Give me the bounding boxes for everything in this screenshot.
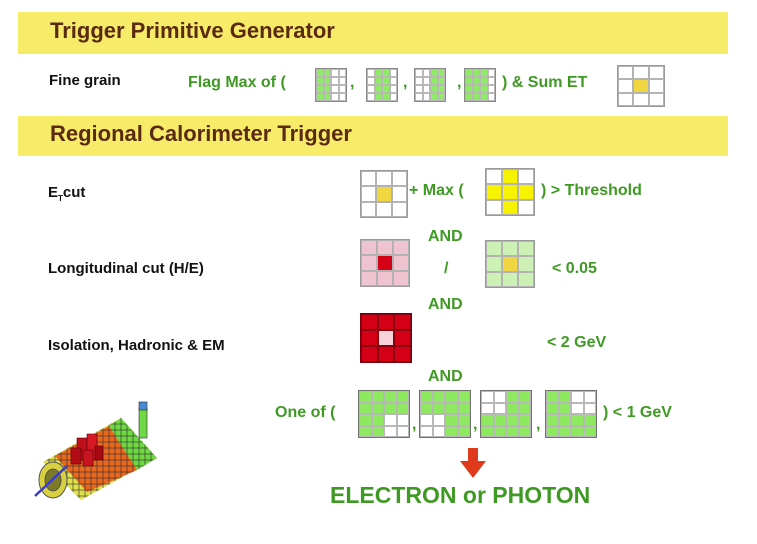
one-of-comma-2: , [473,416,478,433]
tpg-banner [18,12,728,54]
down-arrow-icon [460,448,486,478]
isolation-grid [360,313,412,363]
isolation-limit: < 2 GeV [547,334,607,351]
et-cut-subscript: T [58,194,63,203]
and-1: AND [428,228,463,245]
comma-2: , [403,74,408,91]
comma-1: , [350,74,355,91]
plus-max-text: + Max ( [409,182,464,199]
and-3: AND [428,368,463,385]
flag-max-text: Flag Max of ( [188,74,286,91]
fine-grain-pattern-2 [366,68,398,102]
one-of-comma-3: , [536,416,541,433]
divide-slash: / [444,260,449,277]
quadrant-pattern-4 [545,390,597,438]
et-cut-label: ETcut [48,184,85,203]
one-of-text: One of ( [275,404,336,421]
one-of-comma-1: , [412,416,417,433]
sum-et-grid [617,65,665,107]
rct-title: Regional Calorimeter Trigger [50,121,352,146]
rct-banner [18,116,728,156]
isolation-label: Isolation, Hadronic & EM [48,337,225,354]
threshold-text: ) > Threshold [541,182,642,199]
quadrant-pattern-3 [480,390,532,438]
tpg-title: Trigger Primitive Generator [50,18,335,43]
quadrant-pattern-2 [419,390,471,438]
and-2: AND [428,296,463,313]
result-text: ELECTRON or PHOTON [330,482,591,508]
calorimeter-illustration [34,401,157,500]
fine-grain-label: Fine grain [49,72,121,89]
comma-3: , [457,74,462,91]
he-limit: < 0.05 [552,260,597,277]
quadrant-pattern-1 [358,390,410,438]
one-of-limit: ) < 1 GeV [603,404,672,421]
fine-grain-pattern-4 [464,68,496,102]
sum-et-text: ) & Sum ET [502,74,588,91]
fine-grain-pattern-3 [414,68,446,102]
fine-grain-pattern-1 [315,68,347,102]
et-neighbor-grid [485,168,535,216]
et-cut-rest: cut [62,184,86,201]
et-cut-e: E [48,184,59,201]
et-center-grid [360,170,408,218]
hadronic-grid [360,239,410,287]
em-grid [485,240,535,288]
longitudinal-label: Longitudinal cut (H/E) [48,260,204,277]
